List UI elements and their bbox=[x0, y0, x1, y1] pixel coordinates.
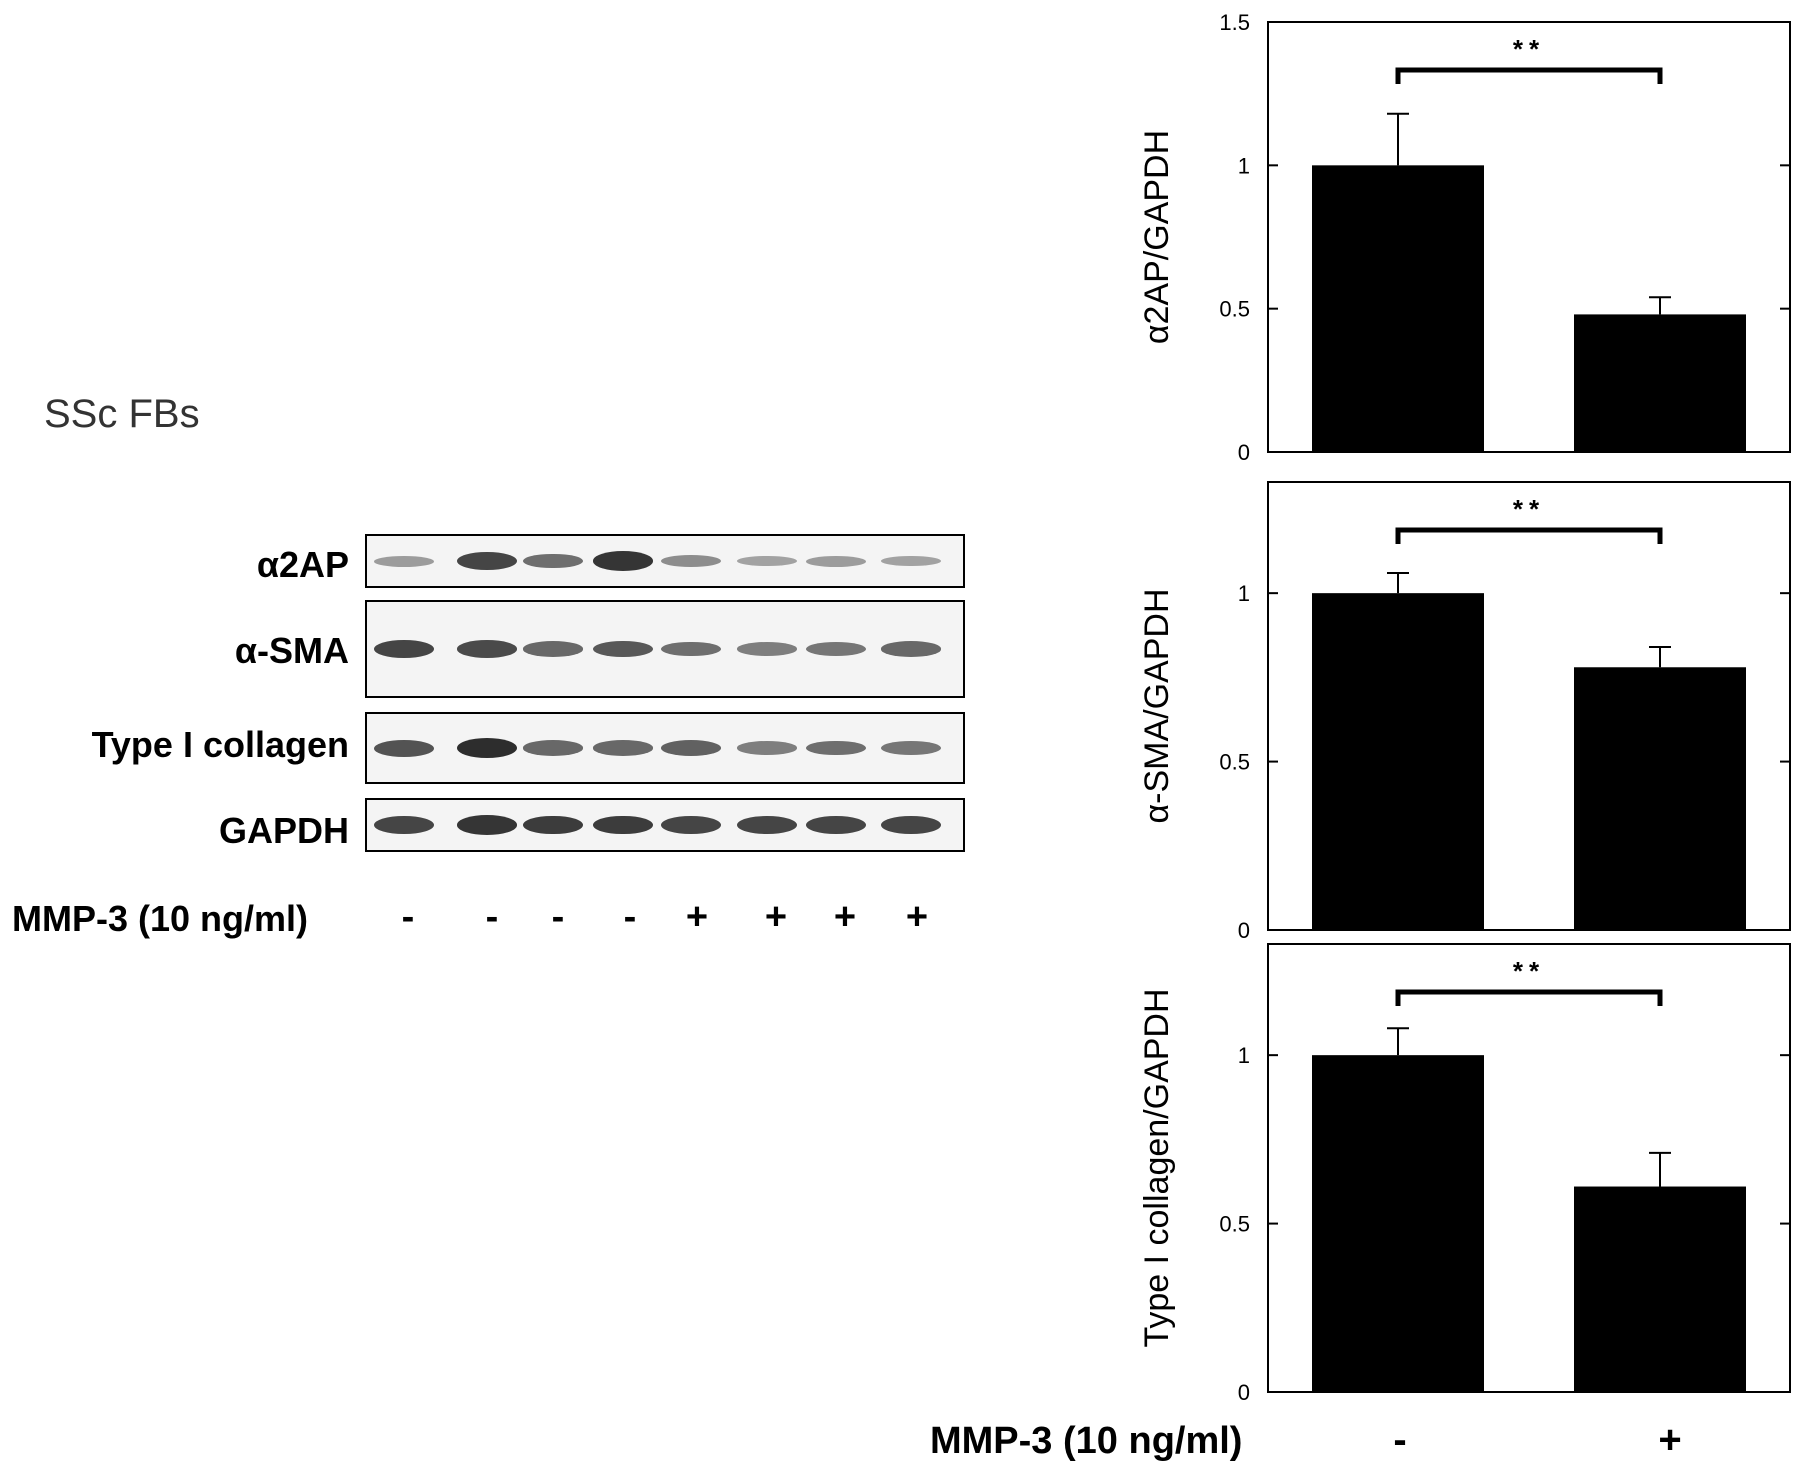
bar bbox=[1312, 1055, 1484, 1392]
bar bbox=[1312, 165, 1484, 453]
blot-band bbox=[661, 641, 721, 657]
blot-treatment-sign: + bbox=[764, 896, 788, 938]
significance-bracket bbox=[1395, 67, 1663, 84]
y-tick-label: 1 bbox=[1238, 153, 1250, 178]
blot-label-asma: α-SMA bbox=[234, 630, 349, 671]
blot-band bbox=[881, 641, 941, 657]
y-tick-label: 0.5 bbox=[1219, 750, 1250, 775]
bar bbox=[1574, 314, 1746, 452]
blot-label-collagen: Type I collagen bbox=[91, 724, 349, 765]
blot-strip-a2ap bbox=[365, 534, 965, 588]
y-tick-label: 0 bbox=[1238, 918, 1250, 943]
blot-band bbox=[523, 740, 583, 756]
blot-treatment-label: MMP-3 (10 ng/ml) bbox=[12, 898, 309, 939]
blot-treatment-sign: - bbox=[551, 896, 565, 938]
blot-band bbox=[661, 554, 721, 568]
blot-treatment-sign: - bbox=[485, 896, 499, 938]
blot-band bbox=[661, 740, 721, 756]
y-tick-label: 0 bbox=[1238, 1380, 1250, 1405]
blot-band bbox=[523, 815, 583, 835]
y-tick-label: 1 bbox=[1238, 581, 1250, 606]
blot-band bbox=[593, 551, 653, 571]
blot-band bbox=[374, 739, 434, 757]
blot-treatment-sign: + bbox=[833, 896, 857, 938]
blot-band bbox=[881, 815, 941, 835]
blot-band bbox=[737, 815, 797, 835]
bar bbox=[1574, 1186, 1746, 1392]
blot-band bbox=[881, 741, 941, 755]
blot-treatment-sign: - bbox=[623, 896, 637, 938]
significance-marker: ** bbox=[1513, 956, 1545, 986]
chart-frame bbox=[1267, 943, 1791, 1393]
blot-band bbox=[374, 815, 434, 835]
bar-treatment-label: MMP-3 (10 ng/ml) bbox=[930, 1420, 1243, 1462]
blot-band bbox=[457, 815, 517, 835]
blot-band bbox=[374, 555, 434, 567]
blot-strip-collagen bbox=[365, 712, 965, 784]
y-axis-label: α2AP/GAPDH bbox=[1138, 130, 1176, 344]
blot-band bbox=[593, 740, 653, 756]
blot-label-a2ap: α2AP bbox=[256, 544, 349, 585]
bar-treatment-sign-minus: - bbox=[1393, 1418, 1407, 1462]
blot-treatment-sign: + bbox=[685, 896, 709, 938]
blot-band bbox=[737, 642, 797, 656]
y-axis-label: Type I collagen/GAPDH bbox=[1138, 988, 1176, 1347]
significance-marker: ** bbox=[1513, 34, 1545, 64]
blot-band bbox=[806, 642, 866, 656]
blot-treatment-sign: - bbox=[401, 896, 415, 938]
blot-strip-asma bbox=[365, 600, 965, 698]
significance-bracket bbox=[1395, 989, 1663, 1006]
blot-band bbox=[593, 815, 653, 835]
blot-band bbox=[593, 640, 653, 658]
blot-band bbox=[806, 555, 866, 567]
blot-band bbox=[523, 553, 583, 569]
y-tick-label: 1.5 bbox=[1219, 10, 1250, 35]
y-tick-label: 0.5 bbox=[1219, 297, 1250, 322]
y-axis-label: α-SMA/GAPDH bbox=[1138, 588, 1176, 823]
significance-bracket bbox=[1395, 527, 1663, 544]
blot-band bbox=[881, 555, 941, 567]
blot-band bbox=[457, 551, 517, 571]
blot-label-gapdh: GAPDH bbox=[218, 810, 349, 851]
blot-band bbox=[737, 741, 797, 755]
y-tick-label: 0.5 bbox=[1219, 1212, 1250, 1237]
blot-strip-gapdh bbox=[365, 798, 965, 852]
y-tick-label: 1 bbox=[1238, 1043, 1250, 1068]
blot-band bbox=[661, 815, 721, 835]
blot-band bbox=[806, 740, 866, 756]
chart-frame bbox=[1267, 481, 1791, 931]
bar-treatment-sign-plus: + bbox=[1658, 1418, 1682, 1462]
blot-band bbox=[374, 639, 434, 659]
blot-band bbox=[523, 641, 583, 657]
blot-band bbox=[737, 555, 797, 567]
blot-band bbox=[806, 815, 866, 835]
chart-frame bbox=[1267, 21, 1791, 453]
figure-label: SSc FBs bbox=[44, 392, 200, 436]
blot-band bbox=[457, 640, 517, 658]
blot-treatment-sign: + bbox=[905, 896, 929, 938]
significance-marker: ** bbox=[1513, 494, 1545, 524]
bar bbox=[1312, 593, 1484, 930]
blot-band bbox=[457, 738, 517, 758]
bar bbox=[1574, 667, 1746, 930]
y-tick-label: 0 bbox=[1238, 440, 1250, 465]
